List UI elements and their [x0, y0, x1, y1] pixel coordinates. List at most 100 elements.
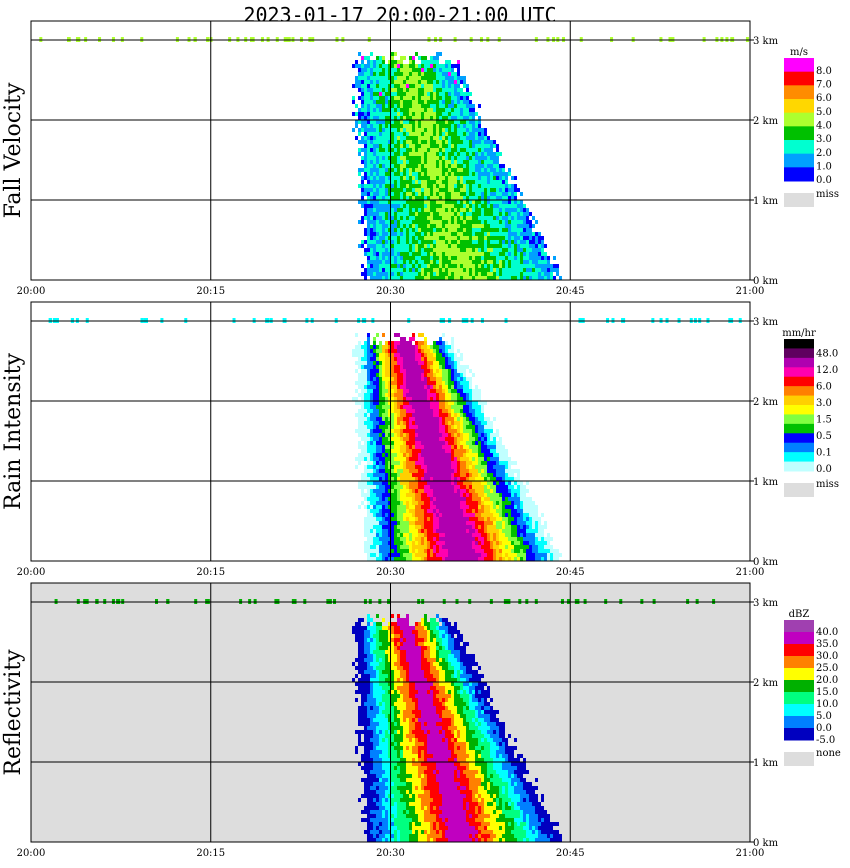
echo-cell — [400, 268, 403, 272]
echo-cell — [388, 252, 391, 256]
echo-cell — [376, 56, 379, 60]
echo-cell — [361, 100, 364, 104]
echo-cell — [529, 272, 532, 276]
echo-cell — [394, 453, 397, 457]
echo-cell — [391, 517, 394, 521]
echo-cell — [376, 533, 379, 537]
echo-cell — [460, 88, 463, 92]
echo-cell — [487, 272, 490, 276]
echo-cell — [388, 200, 391, 204]
echo-cell — [448, 473, 451, 477]
echo-cell — [412, 365, 415, 369]
echo-cell — [511, 200, 514, 204]
echo-cell — [370, 140, 373, 144]
echo-cell — [382, 493, 385, 497]
echo-cell — [391, 449, 394, 453]
echo-cell — [457, 377, 460, 381]
echo-cell — [484, 224, 487, 228]
echo-cell — [421, 276, 424, 280]
echo-cell — [409, 180, 412, 184]
echo-cell — [391, 489, 394, 493]
echo-cell — [379, 389, 382, 393]
echo-cell — [391, 401, 394, 405]
echo-cell — [421, 168, 424, 172]
echo-cell — [433, 132, 436, 136]
echo-cell — [406, 513, 409, 517]
echo-cell — [388, 88, 391, 92]
echo-cell — [415, 208, 418, 212]
echo-cell — [397, 513, 400, 517]
echo-cell — [463, 240, 466, 244]
echo-cell — [379, 345, 382, 349]
echo-cell — [418, 489, 421, 493]
x-tick-label: 20:15 — [196, 286, 225, 297]
echo-cell — [475, 429, 478, 433]
echo-cell — [394, 417, 397, 421]
echo-cell — [529, 232, 532, 236]
echo-cell — [424, 517, 427, 521]
echo-cell — [400, 461, 403, 465]
echo-cell — [478, 260, 481, 264]
echo-cell — [445, 248, 448, 252]
echo-cell — [382, 497, 385, 501]
echo-cell — [469, 144, 472, 148]
echo-cell — [460, 357, 463, 361]
echo-cell — [403, 208, 406, 212]
echo-cell — [439, 88, 442, 92]
echo-cell — [436, 60, 439, 64]
echo-cell — [409, 184, 412, 188]
echo-cell — [508, 244, 511, 248]
echo-cell — [496, 148, 499, 152]
echo-cell — [397, 545, 400, 549]
echo-cell — [421, 268, 424, 272]
echo-cell — [505, 264, 508, 268]
echo-cell — [454, 216, 457, 220]
echo-cell — [367, 104, 370, 108]
echo-cell — [463, 373, 466, 377]
echo-cell — [388, 60, 391, 64]
echo-cell — [457, 196, 460, 200]
echo-cell — [424, 136, 427, 140]
echo-cell — [412, 397, 415, 401]
echo-cell — [526, 216, 529, 220]
echo-cell — [415, 148, 418, 152]
echo-cell — [418, 521, 421, 525]
echo-cell — [376, 545, 379, 549]
echo-cell — [388, 381, 391, 385]
echo-cell — [436, 425, 439, 429]
echo-cell — [439, 537, 442, 541]
echo-cell — [406, 349, 409, 353]
echo-cell — [448, 132, 451, 136]
echo-cell — [421, 361, 424, 365]
echo-cell — [556, 268, 559, 272]
echo-cell — [406, 104, 409, 108]
echo-cell — [433, 393, 436, 397]
echo-cell — [370, 116, 373, 120]
echo-cell — [442, 497, 445, 501]
echo-cell — [421, 260, 424, 264]
echo-cell — [406, 124, 409, 128]
echo-cell — [463, 393, 466, 397]
echo-cell — [490, 264, 493, 268]
echo-cell — [397, 477, 400, 481]
echo-cell — [409, 481, 412, 485]
echo-cell — [388, 429, 391, 433]
echo-cell — [439, 156, 442, 160]
echo-cell — [421, 144, 424, 148]
echo-cell — [439, 505, 442, 509]
echo-cell — [364, 100, 367, 104]
echo-cell — [478, 196, 481, 200]
echo-cell — [502, 208, 505, 212]
echo-cell — [382, 272, 385, 276]
echo-cell — [379, 493, 382, 497]
echo-cell — [463, 437, 466, 441]
echo-cell — [394, 485, 397, 489]
echo-cell — [502, 272, 505, 276]
echo-cell — [412, 172, 415, 176]
echo-cell — [502, 212, 505, 216]
echo-cell — [457, 72, 460, 76]
echo-cell — [472, 212, 475, 216]
echo-cell — [448, 525, 451, 529]
echo-cell — [391, 429, 394, 433]
echo-cell — [382, 441, 385, 445]
